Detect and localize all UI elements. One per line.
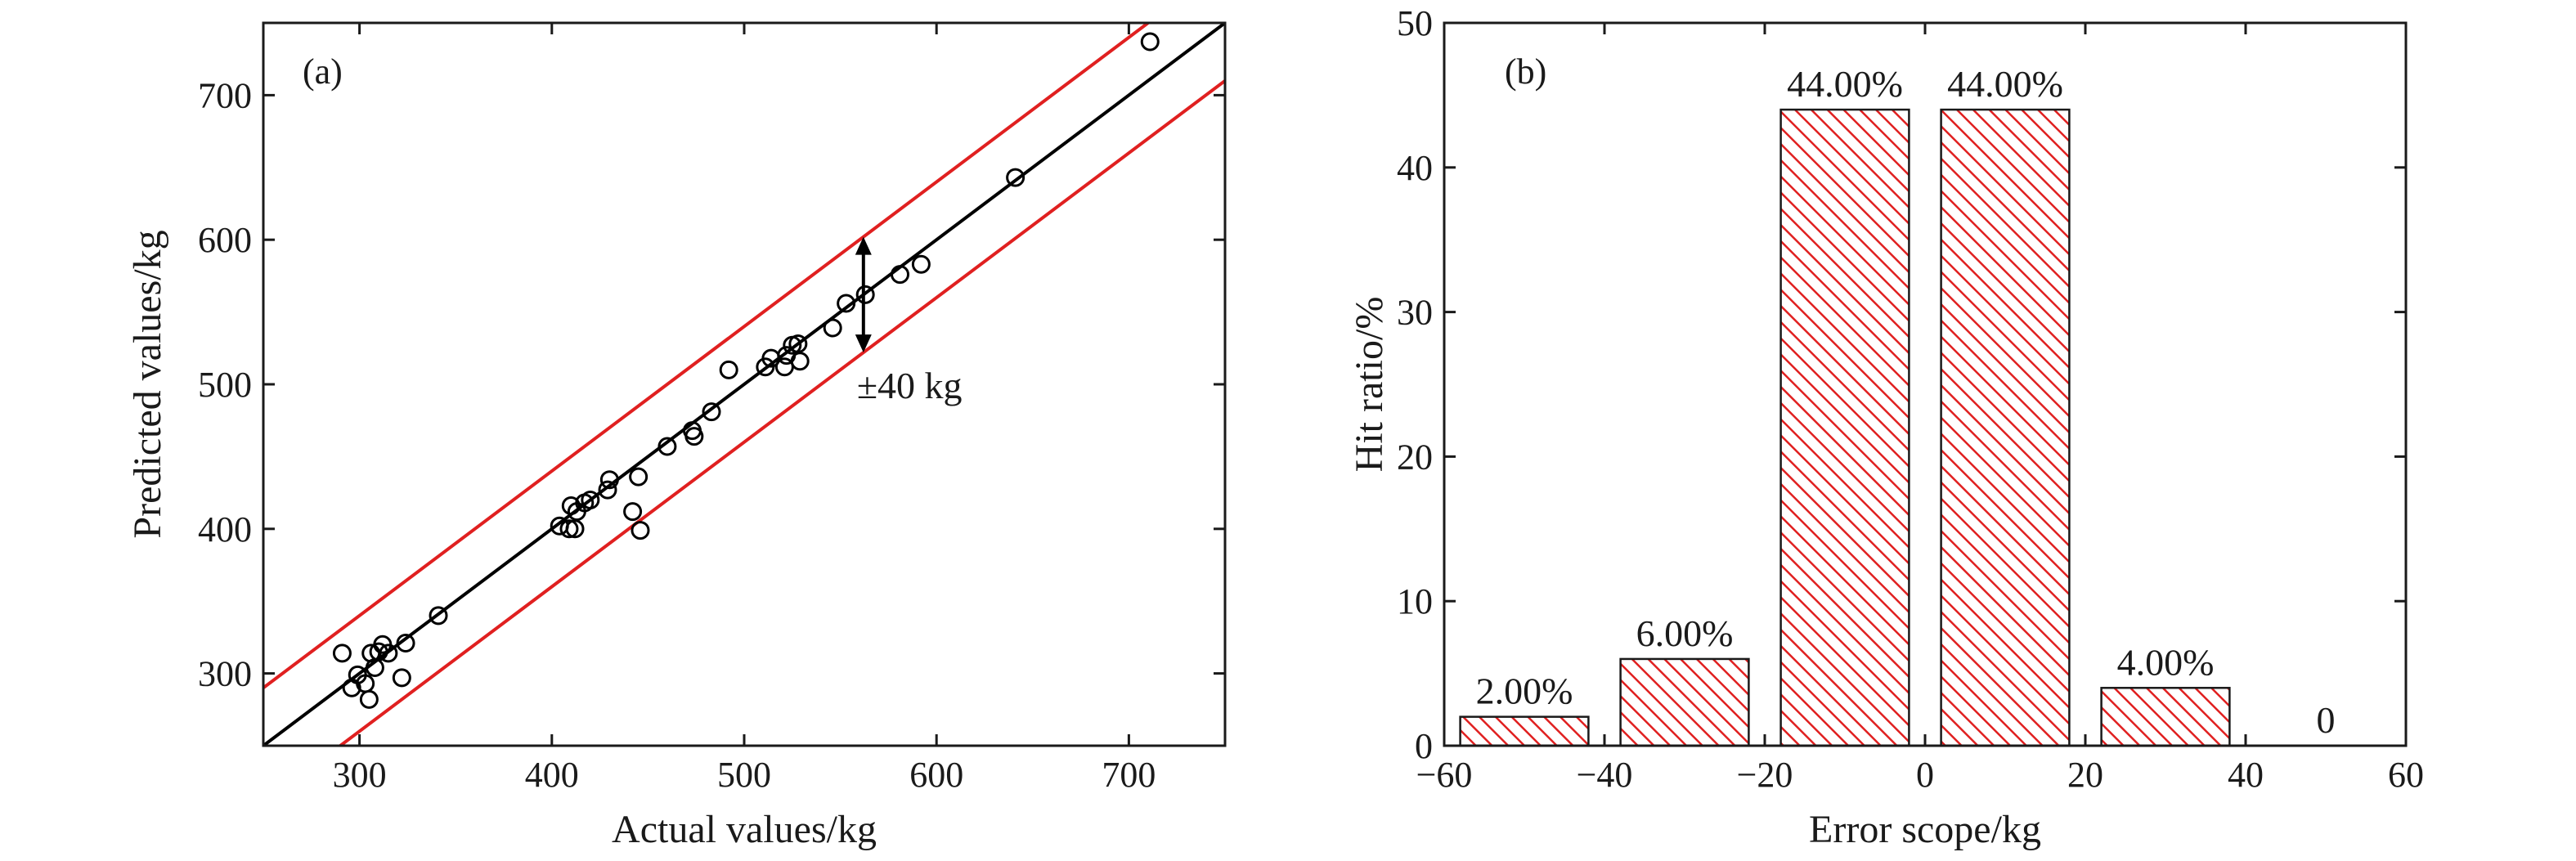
data-point: [598, 480, 617, 500]
bar-data-label: 44.00%: [1787, 63, 1903, 105]
x-tick-label-b: 60: [2388, 755, 2424, 795]
y-tick-label-b: 20: [1397, 437, 1433, 477]
data-point: [396, 633, 415, 652]
bar: [1779, 108, 1910, 747]
axis-ticks-a: 300 400 500 600 700 300 400 500 600 700: [198, 23, 1225, 795]
x-tick-label-a: 300: [333, 755, 387, 795]
bar-data-label: 0: [2317, 699, 2336, 741]
y-tick-label-b: 30: [1397, 293, 1433, 333]
data-point: [631, 521, 650, 540]
x-tick-label-b: −20: [1737, 755, 1793, 795]
axis-ticks-b: −60 −40 −20 0 20 40 60 0 10 20 30 40 50: [1397, 3, 2424, 795]
y-tick-label-b: 50: [1397, 3, 1433, 43]
x-tick-label-a: 600: [909, 755, 963, 795]
data-point: [561, 496, 581, 516]
band-arrow: [855, 236, 872, 353]
bar: [2100, 687, 2231, 747]
data-point: [379, 644, 398, 663]
scatter-points: [332, 32, 1160, 709]
y-axis-label-b: Hit ratio/%: [1348, 297, 1391, 473]
panel-label-b: (b): [1505, 52, 1546, 92]
data-point: [429, 606, 448, 626]
panel-label-a: (a): [303, 52, 343, 92]
data-point: [891, 265, 910, 285]
data-point: [911, 254, 931, 274]
y-tick-label-b: 10: [1397, 581, 1433, 621]
reference-lines: [263, 23, 1225, 746]
y-tick-label-a: 500: [198, 365, 252, 405]
arrow-head-down: [855, 334, 872, 353]
y-tick-label-a: 600: [198, 220, 252, 260]
x-tick-label-b: −40: [1577, 755, 1633, 795]
bar-data-label: 4.00%: [2117, 641, 2215, 683]
identity-line: [263, 23, 1225, 746]
x-tick-label-b: 0: [1916, 755, 1934, 795]
bar-data-label: 6.00%: [1636, 612, 1734, 654]
plot-frame-b: [1443, 21, 2408, 747]
x-tick-label-b: 40: [2228, 755, 2264, 795]
bar-data-label: 44.00%: [1947, 63, 2063, 105]
data-point: [1006, 168, 1025, 187]
data-point: [702, 402, 721, 422]
bar: [1619, 657, 1750, 747]
bar: [1459, 715, 1590, 747]
data-point: [684, 427, 704, 446]
bars: 2.00% 6.00% 44.00% 44.00% 4.00% 0: [1459, 63, 2336, 747]
bar-panel: 2.00%6.00%44.00% 44.00%4.00%0 −60 −40 −20 0 2…: [1348, 3, 2424, 851]
x-axis-label-a: Actual values/kg: [612, 808, 877, 851]
lower-band-line: [337, 78, 1225, 746]
data-point: [581, 490, 600, 509]
data-point: [837, 294, 856, 313]
data-point: [855, 285, 875, 304]
y-tick-label-a: 700: [198, 75, 252, 115]
x-tick-label-a: 500: [717, 755, 771, 795]
data-point: [1140, 32, 1160, 52]
band-annotation: ±40 kg: [857, 365, 963, 406]
x-axis-label-b: Error scope/kg: [1809, 808, 2041, 851]
y-tick-label-a: 400: [198, 509, 252, 549]
upper-band-line: [263, 23, 1151, 690]
data-point: [657, 437, 677, 456]
y-tick-label-a: 300: [198, 654, 252, 694]
y-tick-label-b: 40: [1397, 148, 1433, 188]
data-point: [599, 470, 619, 490]
data-point: [392, 668, 411, 688]
y-axis-label-a: Predicted values/kg: [126, 230, 169, 538]
arrow-head-up: [855, 236, 872, 255]
data-point: [790, 352, 810, 371]
x-tick-label-b: 20: [2067, 755, 2103, 795]
data-point: [719, 360, 738, 379]
bar-data-label: 2.00%: [1476, 670, 1573, 712]
data-point: [623, 502, 643, 522]
data-point: [629, 467, 648, 487]
x-tick-label-a: 700: [1102, 755, 1156, 795]
bar: [1940, 108, 2071, 747]
data-point: [359, 689, 379, 709]
data-point: [823, 318, 842, 338]
data-point: [559, 519, 579, 539]
x-tick-label-b: −60: [1416, 755, 1473, 795]
x-tick-label-a: 400: [525, 755, 579, 795]
y-tick-label-b: 0: [1415, 726, 1433, 766]
scatter-panel: 300 400 500 600 700 300 400 500 600 700 (a) ±40 k…: [126, 21, 1227, 851]
data-point: [332, 644, 352, 663]
